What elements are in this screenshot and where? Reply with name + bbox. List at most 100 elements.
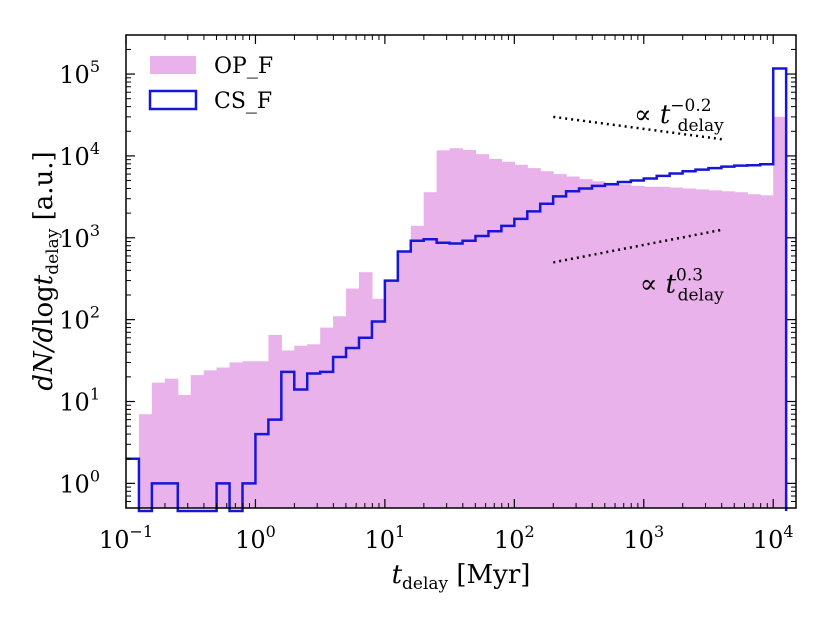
legend-swatch-cs-f xyxy=(148,89,198,111)
slope-subscript: delay xyxy=(678,116,725,136)
x-tick-base: 10 xyxy=(623,526,654,554)
x-tick-exponent: 4 xyxy=(783,522,793,541)
slope-subscript: delay xyxy=(678,285,725,305)
y-tick-label: 104 xyxy=(59,139,100,171)
plot-frame xyxy=(125,34,797,509)
x-axis-label-unit: [Myr] xyxy=(448,560,530,590)
op-f-bar xyxy=(333,316,347,508)
x-tick-label: 101 xyxy=(365,522,406,554)
x-tick-label: 102 xyxy=(494,522,535,554)
y-axis-label-t: t xyxy=(29,274,59,285)
op-f-bar xyxy=(462,150,477,508)
y-axis-label-sub: delay xyxy=(43,228,63,275)
op-f-bar xyxy=(566,176,580,508)
y-tick-base: 10 xyxy=(59,143,90,171)
legend-label-cs-f: CS_F xyxy=(214,89,272,114)
op-f-bar xyxy=(579,179,593,508)
y-tick-exponent: 1 xyxy=(90,384,100,403)
y-tick-exponent: 0 xyxy=(90,466,100,485)
x-tick-exponent: 3 xyxy=(654,522,664,541)
op-f-bar xyxy=(346,288,360,508)
y-tick-exponent: 3 xyxy=(90,221,100,240)
y-tick-exponent: 4 xyxy=(90,139,100,158)
y-tick-base: 10 xyxy=(59,388,90,416)
y-axis-label-log: log xyxy=(29,285,59,326)
op-f-bar xyxy=(604,182,619,508)
op-f-bar xyxy=(708,190,723,509)
y-axis-label-pre: dN/d xyxy=(29,326,59,391)
x-tick-exponent: −1 xyxy=(129,522,153,541)
slope-base: t xyxy=(666,269,677,299)
op-f-bar xyxy=(617,184,632,508)
op-f-bar xyxy=(358,272,373,508)
op-f-bar xyxy=(242,361,257,508)
legend-label-op-f: OP_F xyxy=(214,54,273,79)
op-f-bar xyxy=(501,161,515,508)
slope-prefix: ∝ xyxy=(640,269,666,299)
x-tick-base: 10 xyxy=(494,526,525,554)
op-f-bar xyxy=(268,334,282,508)
legend-swatch-op-f xyxy=(150,56,196,74)
x-tick-label: 10−1 xyxy=(99,522,153,554)
op-f-bar xyxy=(475,154,490,508)
y-axis-label: dN/dlogtdelay [a.u.] xyxy=(29,151,63,390)
y-tick-label: 101 xyxy=(59,384,100,416)
slope-reference-line xyxy=(553,228,722,264)
op-f-bar xyxy=(281,350,295,508)
cs-f-step-line xyxy=(126,67,788,513)
op-f-bar xyxy=(229,362,244,508)
x-tick-exponent: 1 xyxy=(395,522,405,541)
y-tick-label: 103 xyxy=(59,221,100,253)
op-f-bar xyxy=(695,189,710,509)
op-f-bar xyxy=(177,395,192,508)
x-axis-label-sub: delay xyxy=(402,574,449,594)
op-f-bar xyxy=(203,370,218,508)
x-axis-label-base: t xyxy=(392,560,403,590)
slope-reference-line xyxy=(553,115,722,141)
op-f-bar xyxy=(449,148,464,508)
op-f-bar xyxy=(151,382,166,508)
y-tick-label: 100 xyxy=(59,466,100,498)
slope-annotation: ∝ t0.3 delay xyxy=(640,265,724,305)
op-f-bar xyxy=(656,186,671,509)
op-f-bar xyxy=(773,116,787,508)
op-f-bar xyxy=(216,367,231,508)
op-f-bar xyxy=(423,192,438,508)
x-tick-base: 10 xyxy=(235,526,266,554)
op-f-bar xyxy=(669,187,684,508)
y-tick-base: 10 xyxy=(59,307,90,335)
slope-exponent: −0.2 xyxy=(670,96,711,116)
x-axis-label: tdelay [Myr] xyxy=(392,560,531,594)
op-f-bar xyxy=(527,168,541,508)
op-f-bars xyxy=(138,116,787,509)
annotations: ∝ t−0.2 delay∝ t0.3 delay xyxy=(553,96,724,305)
op-f-bar xyxy=(540,171,554,508)
legend: OP_F CS_F xyxy=(148,54,273,114)
x-tick-label: 104 xyxy=(753,522,794,554)
slope-exponent: 0.3 xyxy=(676,265,703,285)
op-f-bar xyxy=(307,344,321,508)
op-f-bar xyxy=(760,195,774,508)
op-f-bar xyxy=(294,345,308,508)
op-f-bar xyxy=(747,194,761,509)
op-f-bar xyxy=(682,188,697,509)
x-tick-base: 10 xyxy=(365,526,396,554)
x-tick-base: 10 xyxy=(99,526,130,554)
op-f-bar xyxy=(734,192,748,508)
op-f-bar xyxy=(436,150,451,509)
y-tick-exponent: 2 xyxy=(90,303,100,322)
x-tick-label: 103 xyxy=(623,522,664,554)
op-f-bar xyxy=(591,181,606,508)
op-f-bar xyxy=(138,414,153,508)
slope-prefix: ∝ xyxy=(634,100,660,130)
y-tick-base: 10 xyxy=(59,61,90,89)
op-f-bar xyxy=(721,191,735,508)
y-axis-label-unit: [a.u.] xyxy=(29,151,59,228)
slope-annotation: ∝ t−0.2 delay xyxy=(634,96,724,136)
x-tick-exponent: 0 xyxy=(266,522,276,541)
x-tick-label: 100 xyxy=(235,522,276,554)
x-tick-exponent: 2 xyxy=(525,522,535,541)
op-f-bar xyxy=(514,164,528,508)
